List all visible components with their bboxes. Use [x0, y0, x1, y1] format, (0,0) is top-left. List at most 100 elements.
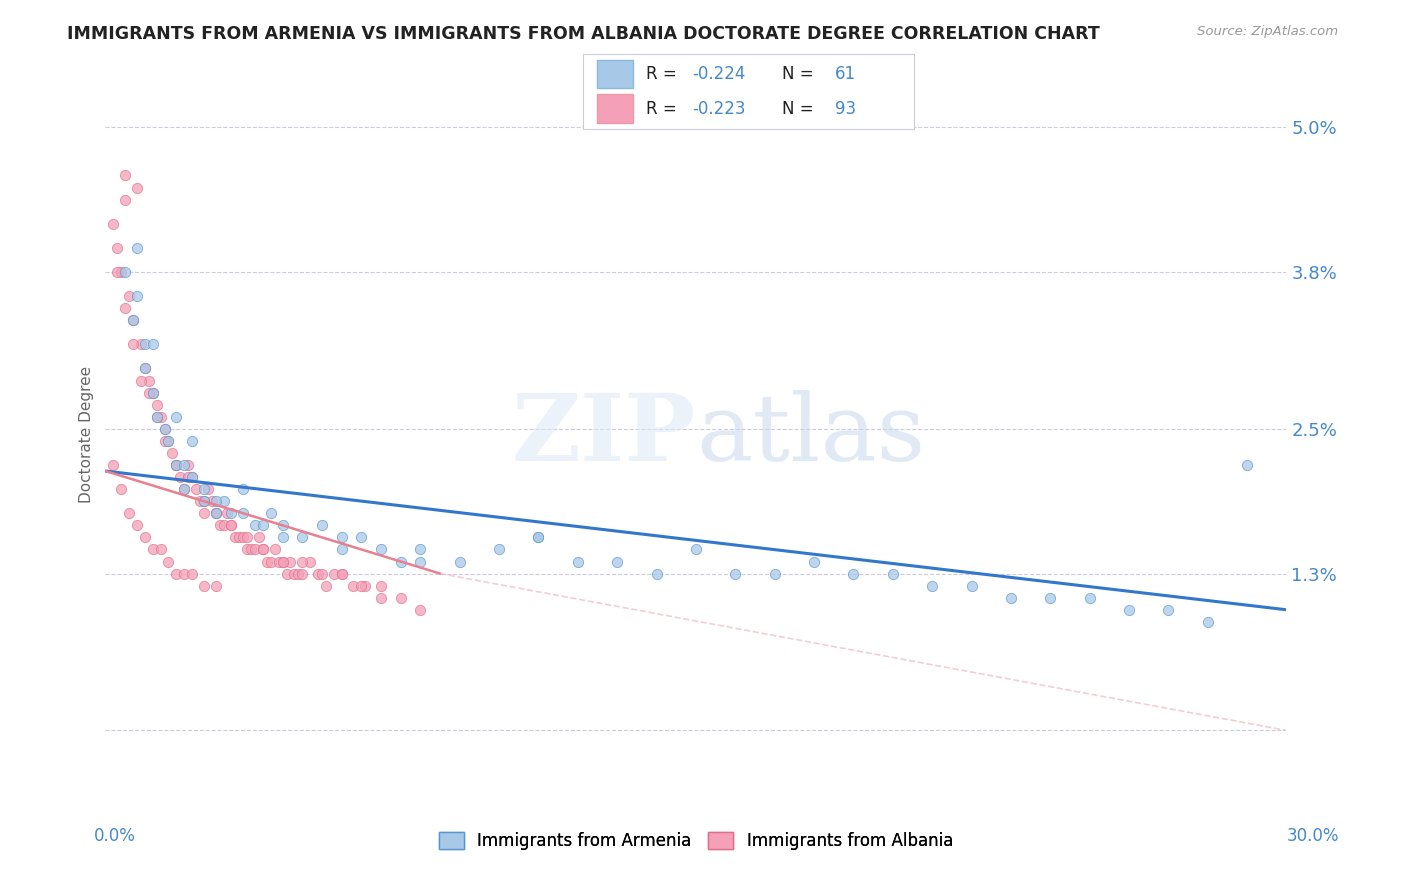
Point [409, 542, 432, 557]
Point [267, 555, 290, 569]
Point [322, 566, 344, 581]
Point [232, 482, 254, 496]
Point [138, 374, 160, 388]
Text: Source: ZipAtlas.com: Source: ZipAtlas.com [1198, 25, 1339, 38]
Point [243, 542, 266, 557]
Point [311, 566, 333, 581]
Point [370, 579, 392, 593]
Point [330, 566, 353, 581]
Point [177, 470, 200, 484]
Point [125, 180, 148, 194]
Point [181, 566, 204, 581]
Point [142, 385, 165, 400]
Point [224, 530, 246, 544]
Text: 93: 93 [835, 100, 856, 118]
Point [527, 530, 550, 544]
Point [960, 579, 983, 593]
Text: R =: R = [647, 100, 682, 118]
Point [114, 169, 136, 183]
Point [287, 566, 309, 581]
Point [165, 458, 187, 472]
Point [217, 506, 239, 520]
Point [105, 265, 128, 279]
Point [221, 518, 243, 533]
Point [162, 446, 184, 460]
Point [488, 542, 510, 557]
Point [252, 518, 274, 533]
Point [181, 470, 204, 484]
FancyBboxPatch shape [596, 95, 633, 123]
Point [193, 494, 215, 508]
Point [260, 555, 283, 569]
Point [110, 265, 132, 279]
Point [354, 579, 377, 593]
Point [208, 518, 231, 533]
Point [370, 542, 392, 557]
Point [221, 518, 243, 533]
Point [1118, 603, 1140, 617]
Point [291, 566, 314, 581]
Legend: Immigrants from Armenia, Immigrants from Albania: Immigrants from Armenia, Immigrants from… [432, 825, 960, 857]
Point [247, 530, 270, 544]
Point [842, 566, 865, 581]
Point [256, 555, 278, 569]
Point [153, 422, 176, 436]
Point [330, 542, 353, 557]
Text: 0.0%: 0.0% [94, 827, 136, 845]
FancyBboxPatch shape [596, 60, 633, 88]
Point [409, 603, 432, 617]
Point [129, 374, 152, 388]
Point [122, 313, 145, 327]
Point [240, 542, 263, 557]
Point [389, 591, 412, 605]
Point [567, 555, 589, 569]
Point [350, 579, 373, 593]
Point [105, 241, 128, 255]
Point [173, 482, 195, 496]
Y-axis label: Doctorate Degree: Doctorate Degree [79, 367, 94, 503]
Point [243, 518, 266, 533]
Point [271, 555, 294, 569]
Point [125, 289, 148, 303]
Point [1000, 591, 1022, 605]
Point [882, 566, 904, 581]
Point [173, 566, 195, 581]
Point [370, 591, 392, 605]
Point [134, 530, 156, 544]
Point [157, 555, 180, 569]
Point [145, 409, 167, 424]
Point [193, 579, 215, 593]
Point [280, 555, 302, 569]
Point [291, 530, 314, 544]
Point [129, 337, 152, 351]
Point [193, 494, 215, 508]
Point [1157, 603, 1180, 617]
Point [236, 542, 259, 557]
Point [236, 530, 259, 544]
Point [212, 494, 235, 508]
Point [125, 518, 148, 533]
Text: -0.224: -0.224 [693, 65, 747, 83]
Point [118, 289, 141, 303]
Point [1197, 615, 1219, 629]
Point [1039, 591, 1062, 605]
Point [232, 506, 254, 520]
Point [232, 530, 254, 544]
Point [138, 385, 160, 400]
Point [173, 458, 195, 472]
Point [409, 555, 432, 569]
Point [204, 506, 226, 520]
Text: 61: 61 [835, 65, 856, 83]
Point [271, 530, 294, 544]
Point [283, 566, 305, 581]
Point [330, 530, 353, 544]
Text: R =: R = [647, 65, 682, 83]
Point [142, 385, 165, 400]
Point [763, 566, 786, 581]
Point [1078, 591, 1101, 605]
Point [193, 506, 215, 520]
Point [606, 555, 628, 569]
Point [177, 458, 200, 472]
Point [204, 506, 226, 520]
Point [204, 494, 226, 508]
